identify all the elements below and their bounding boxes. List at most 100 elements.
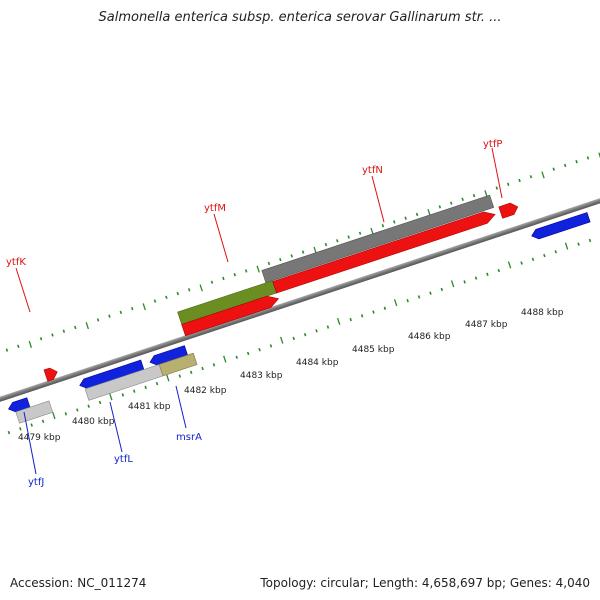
gene-arrow-reverse-1[interactable] (530, 212, 591, 240)
gene-label-ytfN[interactable]: ytfN (362, 165, 383, 176)
minor-tick (269, 344, 273, 348)
major-tick (199, 284, 203, 292)
minor-tick (303, 332, 307, 337)
minor-tick (417, 295, 421, 299)
minor-tick (51, 333, 54, 337)
minor-tick (17, 344, 20, 348)
minor-tick (324, 242, 328, 247)
minor-tick (267, 261, 271, 266)
minor-tick (438, 205, 442, 209)
minor-tick (119, 310, 123, 315)
gene-arrow-ytfK[interactable] (43, 366, 59, 382)
major-tick (507, 261, 512, 269)
gene-feature-gray-ytfN[interactable] (261, 194, 495, 284)
major-tick (256, 265, 260, 273)
minor-tick (222, 276, 225, 281)
major-tick (541, 171, 545, 179)
scale-ticks-lower (7, 238, 592, 435)
major-tick (564, 242, 569, 250)
leader-ytfN (371, 175, 385, 223)
major-tick (28, 340, 33, 348)
tick-label: 4479 kbp (18, 433, 61, 443)
minor-tick (326, 325, 330, 329)
minor-tick (531, 257, 535, 261)
genome-backbone (0, 188, 600, 412)
gene-arrow-ytfP[interactable] (498, 201, 520, 219)
minor-tick (5, 348, 9, 352)
minor-tick (449, 201, 453, 205)
minor-tick (461, 197, 464, 202)
gene-label-ytfP[interactable]: ytfP (483, 139, 502, 150)
gene-label-msrA[interactable]: msrA (176, 432, 202, 443)
minor-tick (279, 257, 282, 262)
minor-tick (244, 269, 248, 273)
gene-label-ytfM[interactable]: ytfM (204, 203, 226, 214)
scale-tick-labels: 4479 kbp 4480 kbp 4481 kbp 4482 kbp 4483 kbp… (18, 308, 564, 443)
minor-tick (187, 288, 191, 292)
minor-tick (404, 216, 407, 220)
minor-tick (246, 351, 250, 356)
minor-tick (235, 355, 239, 359)
minor-tick (360, 314, 364, 318)
tick-label: 4488 kbp (521, 308, 564, 318)
gene-feature-khaki-msrA[interactable] (158, 352, 198, 377)
leader-ytfJ (23, 411, 37, 475)
minor-tick (30, 423, 33, 427)
minor-tick (588, 238, 592, 243)
gene-arrow-ytfM[interactable] (181, 293, 281, 337)
minor-tick (121, 393, 125, 397)
gene-arrow-ytfN[interactable] (272, 209, 497, 294)
leader-ytfL (109, 401, 123, 453)
minor-tick (336, 239, 339, 243)
minor-tick (290, 254, 293, 258)
minor-tick (415, 212, 419, 217)
minor-tick (393, 220, 396, 224)
tick-label: 4483 kbp (240, 371, 283, 381)
minor-tick (506, 182, 510, 186)
minor-tick (96, 318, 100, 322)
genome-track (0, 152, 600, 435)
minor-tick (133, 389, 136, 393)
minor-tick (212, 363, 216, 367)
minor-tick (577, 242, 580, 246)
minor-tick (474, 276, 478, 280)
minor-tick (372, 310, 375, 314)
minor-tick (586, 156, 590, 160)
minor-tick (176, 291, 180, 296)
major-tick (336, 317, 341, 325)
tick-label: 4486 kbp (408, 332, 451, 342)
tick-label: 4484 kbp (296, 358, 339, 368)
tick-label: 4480 kbp (72, 417, 115, 427)
gene-labels: ytfK ytfM ytfN ytfP ytfJ ytfL msrA (6, 139, 503, 488)
major-tick (450, 280, 455, 288)
minor-tick (76, 408, 79, 412)
gene-label-ytfL[interactable]: ytfL (114, 454, 133, 465)
major-tick (280, 336, 284, 344)
minor-tick (64, 412, 68, 416)
minor-tick (463, 280, 466, 284)
minor-tick (258, 348, 261, 352)
minor-tick (543, 253, 546, 258)
minor-tick (155, 381, 159, 386)
minor-tick (39, 337, 43, 341)
leader-ytfP (491, 147, 503, 199)
minor-tick (201, 366, 204, 371)
minor-tick (575, 159, 578, 164)
major-tick (166, 374, 170, 382)
minor-tick (495, 186, 499, 190)
minor-tick (301, 250, 305, 254)
gene-label-ytfJ[interactable]: ytfJ (28, 477, 44, 488)
minor-tick (518, 178, 521, 183)
major-tick (223, 355, 227, 363)
leader-ytfK (15, 267, 31, 313)
topology-text: Topology: circular; Length: 4,658,697 bp… (260, 576, 590, 590)
minor-tick (130, 306, 134, 311)
minor-tick (486, 272, 489, 277)
leader-msrA (175, 385, 187, 429)
minor-tick (41, 419, 45, 423)
major-tick (52, 412, 56, 420)
scale-ticks-upper (5, 152, 600, 352)
minor-tick (552, 167, 555, 171)
gene-label-ytfK[interactable]: ytfK (6, 257, 26, 268)
